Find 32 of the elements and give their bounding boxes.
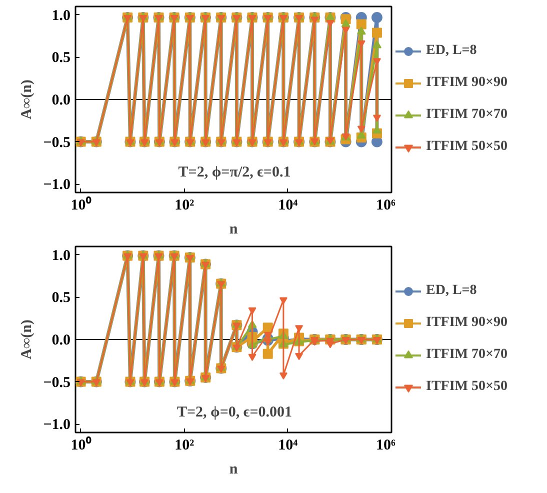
x-tick-label: 10² bbox=[174, 198, 195, 214]
y-tick-label: 0.5 bbox=[52, 50, 70, 66]
legend-label: ED, L=8 bbox=[426, 43, 477, 59]
x-tick-label: 10⁶ bbox=[376, 198, 396, 214]
x-tick-label: 10⁴ bbox=[278, 438, 298, 454]
legend-label: ITFIM 90×90 bbox=[426, 75, 508, 91]
x-tick-label: 10² bbox=[174, 438, 195, 454]
y-axis-title: A∞(n) bbox=[19, 80, 36, 120]
legend-label: ITFIM 50×50 bbox=[426, 139, 508, 155]
x-tick-label: 10⁰ bbox=[70, 436, 92, 454]
legend-label: ITFIM 70×70 bbox=[426, 347, 508, 363]
y-tick-label: 0.0 bbox=[52, 332, 70, 348]
y-tick-label: 0.5 bbox=[52, 290, 70, 306]
y-tick-label: 0.0 bbox=[52, 92, 70, 108]
x-tick-label: 10⁴ bbox=[278, 198, 298, 214]
annotation: T=2, ϕ=π/2, ϵ=0.1 bbox=[178, 164, 291, 180]
y-tick-label: −1.0 bbox=[43, 417, 71, 434]
legend-label: ED, L=8 bbox=[426, 283, 477, 299]
y-tick-label: −0.5 bbox=[43, 374, 71, 391]
y-axis-title: A∞(n) bbox=[19, 320, 36, 360]
legend-label: ITFIM 70×70 bbox=[426, 107, 508, 123]
x-tick-label: 10⁶ bbox=[376, 438, 396, 454]
annotation: T=2, ϕ=0, ϵ=0.001 bbox=[176, 404, 292, 420]
legend-label: ITFIM 50×50 bbox=[426, 379, 508, 395]
x-axis-title: n bbox=[229, 462, 238, 478]
x-tick-label: 10⁰ bbox=[70, 196, 92, 214]
y-tick-label: 1.0 bbox=[52, 248, 70, 264]
y-tick-label: −0.5 bbox=[43, 134, 71, 151]
y-tick-label: −1.0 bbox=[43, 177, 71, 194]
x-axis-title: n bbox=[229, 222, 238, 238]
y-tick-label: 1.0 bbox=[52, 8, 70, 24]
legend-label: ITFIM 90×90 bbox=[426, 315, 508, 331]
